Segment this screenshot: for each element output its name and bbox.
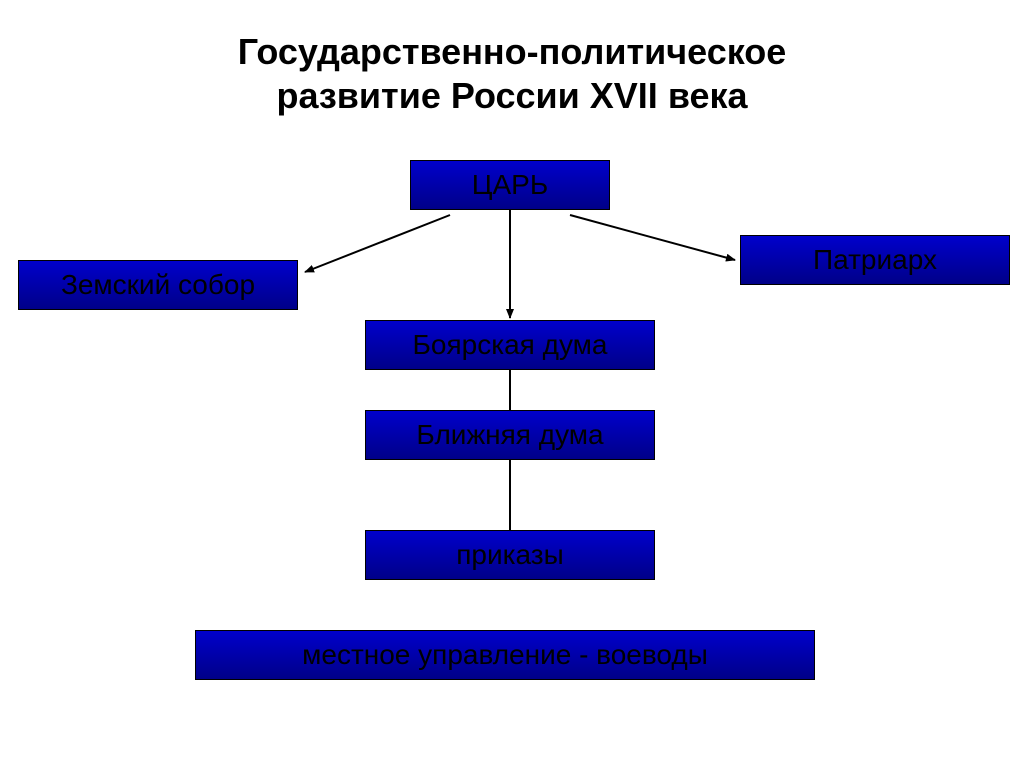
edge-tsar-zemsky [305,215,450,272]
node-zemsky: Земский собор [18,260,298,310]
node-patriarch: Патриарх [740,235,1010,285]
diagram-title: Государственно-политическое развитие Рос… [0,30,1024,118]
node-boyar: Боярская дума [365,320,655,370]
title-line1: Государственно-политическое [0,30,1024,74]
node-blizh: Ближняя дума [365,410,655,460]
node-prikazy: приказы [365,530,655,580]
edge-tsar-patriarch [570,215,735,260]
node-tsar: ЦАРЬ [410,160,610,210]
node-local: местное управление - воеводы [195,630,815,680]
title-line2: развитие России XVII века [0,74,1024,118]
